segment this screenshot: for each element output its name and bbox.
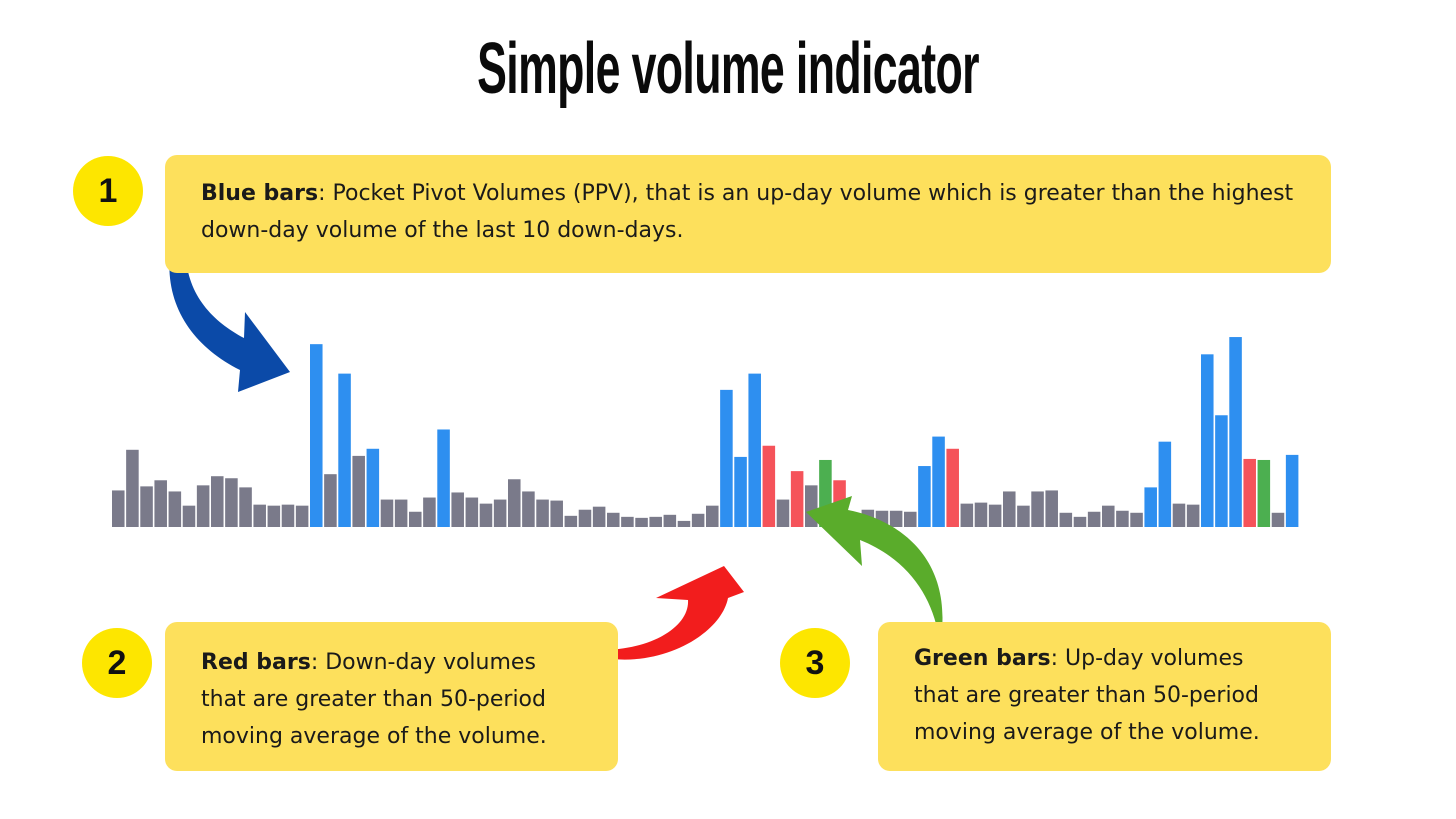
volume-bar-blue [1215,415,1228,527]
volume-bar-gray [423,497,436,527]
volume-bar-blue [1144,487,1157,527]
volume-bar-gray [805,485,818,527]
volume-bar-gray [564,515,578,527]
volume-bar-gray [168,491,182,527]
callout-text: : Down-day volumes that are greater than… [201,650,547,749]
volume-bar-gray [493,499,507,527]
volume-bar-gray [691,513,705,527]
badge-1: 1 [73,156,143,226]
volume-bar-gray [1059,512,1073,527]
volume-bar-gray [1087,511,1101,527]
volume-bar-gray [508,479,521,527]
page-title: Simple volume indicator [477,29,979,109]
volume-bar-gray [465,497,479,527]
volume-bar-blue [918,466,931,527]
volume-bar-blue [366,448,380,527]
volume-bar-gray [1073,516,1087,527]
volume-bar-gray [649,516,662,527]
volume-bar-blue [310,344,323,527]
volume-bar-gray [479,503,493,527]
volume-bar-gray [380,499,394,527]
volume-bar-gray [621,516,634,527]
volume-bar-blue [338,373,351,527]
volume-bar-gray [295,505,309,527]
volume-bar-gray [1130,512,1143,527]
volume-bar-gray [960,503,974,527]
volume-bar-gray [578,509,592,527]
volume-bar-blue [720,389,733,527]
volume-bar-gray [1271,512,1285,527]
volume-bar-gray [154,480,167,527]
badge-2: 2 [82,628,152,698]
volume-bar-gray [677,520,691,527]
callout-green-bars: Green bars: Up-day volumes that are grea… [878,622,1331,771]
volume-bar-gray [225,478,238,527]
volume-bar-gray [635,517,648,527]
volume-bar-gray [409,511,422,527]
volume-bar-gray [267,505,281,527]
volume-bar-gray [281,504,295,527]
volume-bar-red [762,445,776,527]
callout-label: Red bars [201,650,311,675]
volume-bar-gray [140,486,153,527]
volume-bar-gray [974,502,988,527]
volume-bar-blue [748,373,761,527]
volume-bar-blue [1229,337,1242,527]
volume-bar-gray [550,500,563,527]
volume-bar-blue [1158,441,1172,527]
volume-bar-blue [1285,454,1299,527]
volume-bar-gray [889,510,903,527]
volume-bar-gray [324,474,337,527]
volume-bar-gray [1186,504,1200,527]
volume-bar-gray [847,516,860,527]
volume-bar-green [1257,459,1271,527]
volume-bar-gray [253,504,266,527]
callout-red-bars: Red bars: Down-day volumes that are grea… [165,622,618,771]
callout-label: Blue bars [201,181,319,206]
volume-bar-gray [1116,510,1129,527]
volume-bar-blue [1201,354,1214,527]
volume-bar-gray [592,506,606,527]
volume-bar-gray [663,514,677,527]
volume-bar-gray [211,476,224,527]
volume-bar-blue [437,429,450,527]
volume-bar-gray [1017,505,1030,527]
volume-bar-gray [196,485,210,527]
volume-bar-gray [904,511,917,527]
volume-bar-gray [536,499,549,527]
volume-bar-gray [352,455,365,527]
volume-bar-gray [394,499,408,527]
volume-bar-red [833,480,846,527]
volume-bar-gray [607,512,620,527]
volume-bar-red [1243,458,1256,527]
volume-bar-blue [734,456,747,527]
volume-bar-gray [861,509,875,527]
volume-bar-gray [112,490,125,527]
callout-blue-bars: Blue bars: Pocket Pivot Volumes (PPV), t… [165,155,1331,273]
volume-bar-gray [1003,491,1016,527]
volume-bar-gray [239,487,252,527]
volume-bar-gray [706,505,719,527]
volume-bar-gray [875,510,889,527]
volume-bar-blue [932,436,945,527]
callout-label: Green bars [914,646,1051,671]
callout-text: : Up-day volumes that are greater than 5… [914,646,1260,745]
callout-text: : Pocket Pivot Volumes (PPV), that is an… [201,181,1294,243]
volume-bar-gray [451,492,464,527]
volume-bar-gray [1102,505,1115,527]
volume-bar-gray [1172,503,1186,527]
volume-bar-gray [1031,491,1044,527]
volume-bar-gray [988,504,1002,527]
volume-bar-gray [182,505,196,527]
volume-bar-gray [126,449,139,527]
volume-bar-gray [522,491,535,527]
volume-bar-gray [776,499,790,527]
volume-bar-red [946,448,959,527]
volume-bar-gray [1045,490,1058,527]
volume-bar-green [819,459,832,527]
badge-3: 3 [780,628,850,698]
volume-bar-red [790,471,804,527]
